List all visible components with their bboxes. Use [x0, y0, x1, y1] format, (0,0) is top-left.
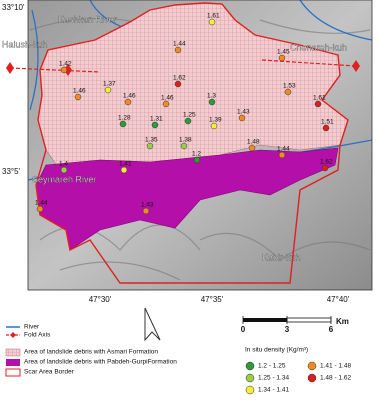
sample-point [104, 86, 112, 94]
density-label: 1.25 - 1.34 [258, 375, 289, 382]
sample-label: 1.38 [179, 137, 192, 144]
sample-point [208, 98, 216, 106]
sample-point [124, 98, 132, 106]
sample-label: 1.35 [145, 137, 158, 144]
sample-point [238, 114, 246, 122]
density-label: 1.34 - 1.41 [258, 387, 289, 394]
scar-border [35, 2, 349, 284]
sample-point [60, 66, 68, 74]
sample-label: 1.43 [237, 109, 250, 116]
sample-label: 1.61 [207, 13, 220, 20]
sample-point [278, 151, 286, 159]
sample-point [60, 166, 68, 174]
sample-label: 1.44 [173, 41, 186, 48]
sample-point [120, 166, 128, 174]
longitude-label: 47°30' [89, 295, 112, 304]
legend-label: Scar Area Border [24, 369, 75, 376]
sample-point [174, 80, 182, 88]
legend-label: Area of landslide debris with Pabdeh-Gur… [24, 359, 177, 366]
sample-point [208, 18, 216, 26]
place-label: Halush-kuh [2, 39, 48, 49]
sample-label: 1.3 [207, 93, 216, 100]
sample-point [162, 100, 170, 108]
sample-label: 1.25 [183, 112, 196, 119]
latitude-label: 33°5' [2, 167, 21, 176]
sample-point [314, 100, 322, 108]
density-swatch [307, 361, 317, 371]
river [299, 0, 373, 41]
sample-point [322, 124, 330, 132]
sample-point [74, 93, 82, 101]
density-swatch [245, 385, 255, 395]
sample-label: 1.44 [277, 146, 290, 153]
sample-label: 1.61 [313, 95, 326, 102]
north-arrow [144, 307, 161, 342]
sample-label: 1.46 [73, 88, 86, 95]
legend-label: Area of landslide debris with Asmari For… [24, 349, 158, 356]
place-label: Chenareh-kuh [290, 42, 347, 52]
scale-label: 3 [285, 325, 290, 334]
sample-label: 1.45 [277, 49, 290, 56]
sample-label: 1.62 [173, 75, 186, 82]
place-label: Kabir-kuh [262, 252, 301, 262]
longitude-label: 47°35' [201, 295, 224, 304]
legend-label: Fold Axis [24, 332, 51, 339]
sample-label: 1.43 [141, 202, 154, 209]
scale-label: 0 [241, 325, 246, 334]
density-title: In situ density (Kg/m³) [245, 347, 308, 354]
density-swatch [245, 361, 255, 371]
place-label: Seymareh River [32, 174, 97, 184]
fold-axis [6, 59, 360, 76]
sample-point [248, 144, 256, 152]
latitude-label: 33°10' [2, 3, 25, 12]
density-swatch [245, 373, 255, 383]
sample-point [36, 205, 44, 213]
sample-label: 1.28 [118, 115, 131, 122]
density-label: 1.2 - 1.25 [258, 363, 286, 370]
sample-point [210, 122, 218, 130]
sample-label: 1.51 [321, 119, 334, 126]
sample-label: 1.2 [192, 151, 201, 158]
density-label: 1.41 - 1.48 [320, 363, 351, 370]
density-swatch [307, 373, 317, 383]
scale-unit: Km [336, 317, 349, 326]
sample-label: 1.4 [59, 161, 68, 168]
density-label: 1.48 - 1.62 [320, 375, 351, 382]
sample-point [321, 164, 329, 172]
sample-label: 1.42 [59, 61, 72, 68]
sample-point [278, 54, 286, 62]
sample-point [119, 120, 127, 128]
sample-point [184, 117, 192, 125]
sample-label: 1.37 [103, 81, 116, 88]
sample-point [284, 88, 292, 96]
map-frame [27, 0, 373, 291]
legend-label: River [24, 324, 40, 331]
sample-point [146, 142, 154, 150]
place-label: Kashkan River [58, 14, 117, 24]
river [29, 9, 39, 111]
sample-label: 1.46 [161, 95, 174, 102]
sample-point [193, 156, 201, 164]
sample-point [174, 46, 182, 54]
longitude-label: 47°40' [327, 295, 350, 304]
sample-point [180, 142, 188, 150]
sample-label: 1.53 [283, 83, 296, 90]
sample-label: 1.48 [247, 139, 260, 146]
scale-label: 6 [329, 325, 334, 334]
sample-label: 1.44 [35, 200, 48, 207]
sample-point [142, 207, 150, 215]
sample-label: 1.31 [150, 116, 163, 123]
sample-label: 1.39 [209, 117, 222, 124]
sample-label: 1.41 [119, 161, 132, 168]
sample-point [151, 121, 159, 129]
sample-label: 1.46 [123, 93, 136, 100]
sample-label: 1.62 [320, 159, 333, 166]
